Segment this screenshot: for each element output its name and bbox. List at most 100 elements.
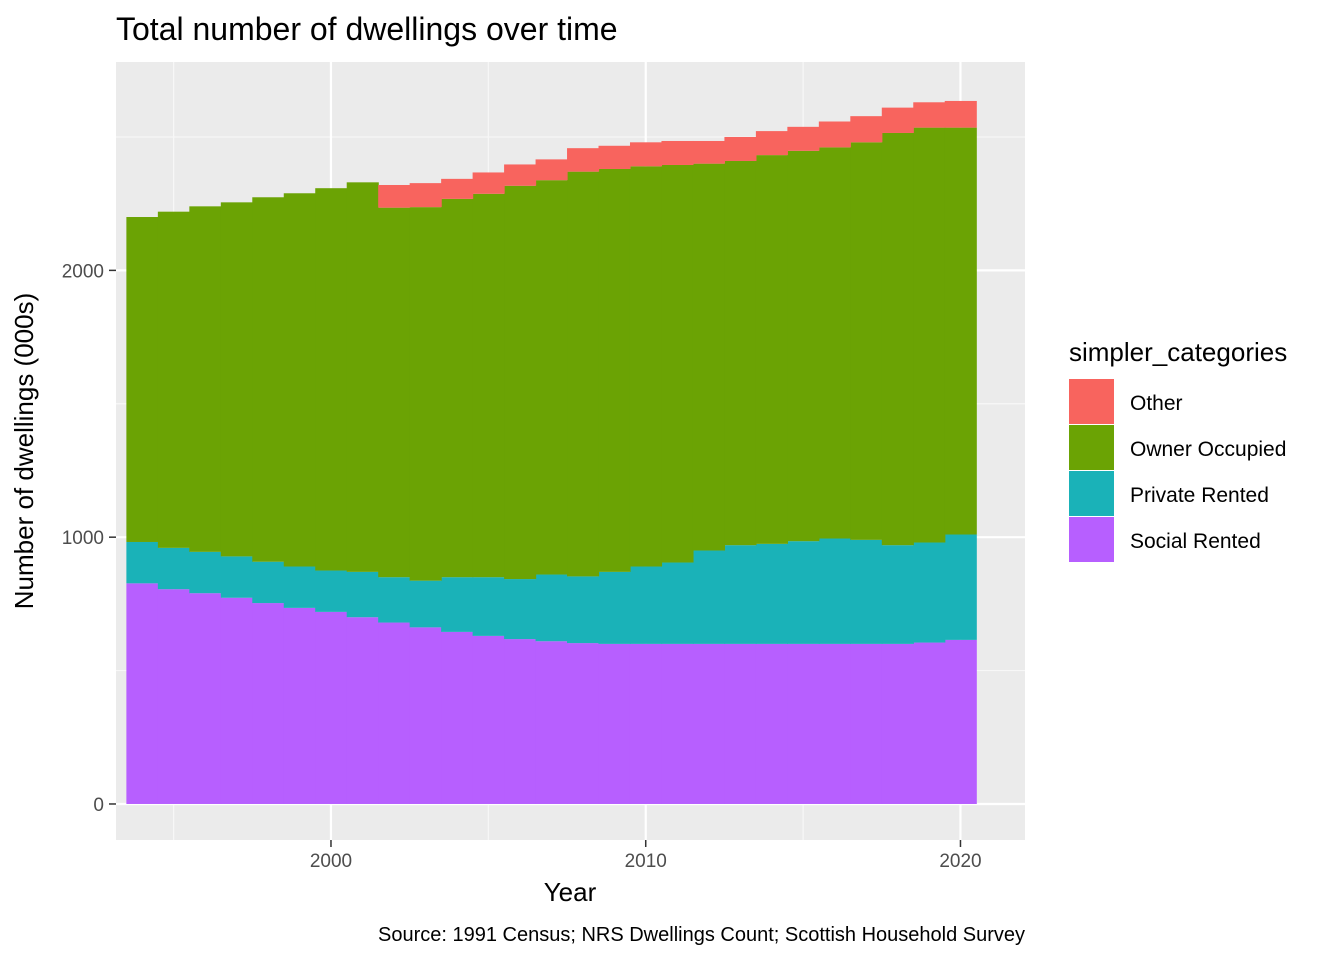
bar-private-rented — [567, 576, 600, 644]
bar-owner-occupied — [724, 160, 757, 546]
x-tick-label: 2010 — [625, 851, 667, 872]
bar-private-rented — [692, 550, 726, 644]
bar-private-rented — [189, 551, 222, 594]
bar-other — [724, 136, 757, 161]
bar-other — [913, 102, 946, 128]
bar-other — [944, 100, 977, 128]
y-axis: 0 1000 2000 — [62, 261, 116, 816]
bar-social-rented — [535, 641, 568, 804]
bar-social-rented — [315, 611, 348, 804]
legend: simpler_categories Other Owner Occupied Pr… — [1069, 337, 1287, 562]
legend-swatch-other — [1069, 379, 1114, 424]
x-axis: 2000 2010 2020 — [310, 840, 982, 872]
y-tick-label: 1000 — [62, 528, 104, 549]
bar-private-rented — [535, 574, 568, 642]
bar-owner-occupied — [881, 132, 914, 546]
legend-swatch-owner-occupied — [1069, 425, 1114, 470]
bar-social-rented — [944, 639, 977, 804]
bar-owner-occupied — [252, 197, 285, 562]
bar-private-rented — [441, 577, 474, 632]
bar-owner-occupied — [346, 182, 379, 572]
legend-title: simpler_categories — [1069, 337, 1287, 367]
legend-swatch-social-rented — [1069, 517, 1114, 562]
legend-label-private-rented: Private Rented — [1130, 484, 1269, 507]
bar-social-rented — [346, 617, 379, 804]
bar-social-rented — [567, 643, 600, 804]
bar-other — [378, 184, 411, 208]
bar-other — [881, 107, 914, 133]
bar-private-rented — [283, 566, 316, 608]
bar-social-rented — [661, 643, 694, 804]
bar-owner-occupied — [692, 163, 726, 551]
bar-private-rented — [157, 547, 190, 590]
bar-social-rented — [755, 643, 788, 804]
bar-private-rented — [850, 539, 883, 644]
x-tick-label: 2020 — [939, 851, 981, 872]
bar-other — [755, 131, 788, 156]
bar-private-rented — [818, 538, 851, 644]
bar-other — [504, 164, 537, 186]
y-tick-label: 2000 — [62, 261, 104, 282]
bar-social-rented — [629, 643, 663, 804]
bar-owner-occupied — [220, 202, 253, 557]
bar-private-rented — [787, 541, 820, 644]
bar-owner-occupied — [598, 168, 631, 572]
bar-social-rented — [913, 642, 946, 804]
bar-social-rented — [220, 597, 253, 804]
bar-social-rented — [189, 593, 222, 804]
bar-owner-occupied — [567, 171, 600, 577]
legend-label-owner-occupied: Owner Occupied — [1130, 438, 1286, 461]
bar-owner-occupied — [661, 164, 694, 563]
bar-other — [598, 145, 631, 169]
bar-owner-occupied — [126, 217, 159, 542]
bar-private-rented — [315, 570, 348, 612]
bar-other — [818, 121, 851, 148]
bar-private-rented — [504, 579, 537, 640]
bar-other — [441, 178, 474, 199]
bar-private-rented — [629, 566, 663, 644]
bar-owner-occupied — [472, 193, 505, 578]
source-caption: Source: 1991 Census; NRS Dwellings Count… — [378, 924, 1025, 946]
bar-social-rented — [598, 643, 631, 804]
bar-private-rented — [126, 541, 159, 584]
bar-social-rented — [881, 643, 914, 804]
bar-owner-occupied — [189, 206, 222, 552]
bar-owner-occupied — [283, 193, 316, 567]
bar-private-rented — [881, 545, 914, 644]
bar-other — [535, 159, 568, 181]
bar-other — [692, 140, 726, 164]
bar-other — [661, 140, 694, 165]
bar-social-rented — [283, 607, 316, 804]
bar-social-rented — [472, 635, 505, 804]
bar-private-rented — [409, 580, 442, 628]
bar-social-rented — [157, 589, 190, 804]
bar-private-rented — [598, 571, 631, 644]
bar-other — [629, 142, 663, 167]
bar-other — [409, 183, 442, 208]
bar-owner-occupied — [315, 188, 348, 571]
bar-owner-occupied — [629, 166, 663, 567]
bar-private-rented — [346, 571, 379, 618]
bar-social-rented — [409, 627, 442, 804]
bar-social-rented — [126, 583, 159, 804]
bar-owner-occupied — [944, 127, 977, 535]
bar-social-rented — [252, 603, 285, 804]
bar-owner-occupied — [850, 142, 883, 540]
bar-owner-occupied — [755, 155, 788, 544]
bar-social-rented — [787, 643, 820, 804]
x-tick-label: 2000 — [310, 851, 352, 872]
legend-label-other: Other — [1130, 392, 1183, 415]
bar-other — [787, 126, 820, 151]
legend-label-social-rented: Social Rented — [1130, 530, 1261, 553]
bar-private-rented — [755, 543, 788, 644]
bars — [126, 100, 977, 804]
bar-private-rented — [472, 577, 505, 636]
bar-social-rented — [818, 643, 851, 804]
bar-private-rented — [944, 534, 977, 640]
bar-owner-occupied — [504, 185, 537, 580]
legend-swatch-private-rented — [1069, 471, 1114, 516]
bar-social-rented — [692, 643, 726, 804]
bar-owner-occupied — [787, 150, 820, 542]
bar-other — [472, 172, 505, 194]
